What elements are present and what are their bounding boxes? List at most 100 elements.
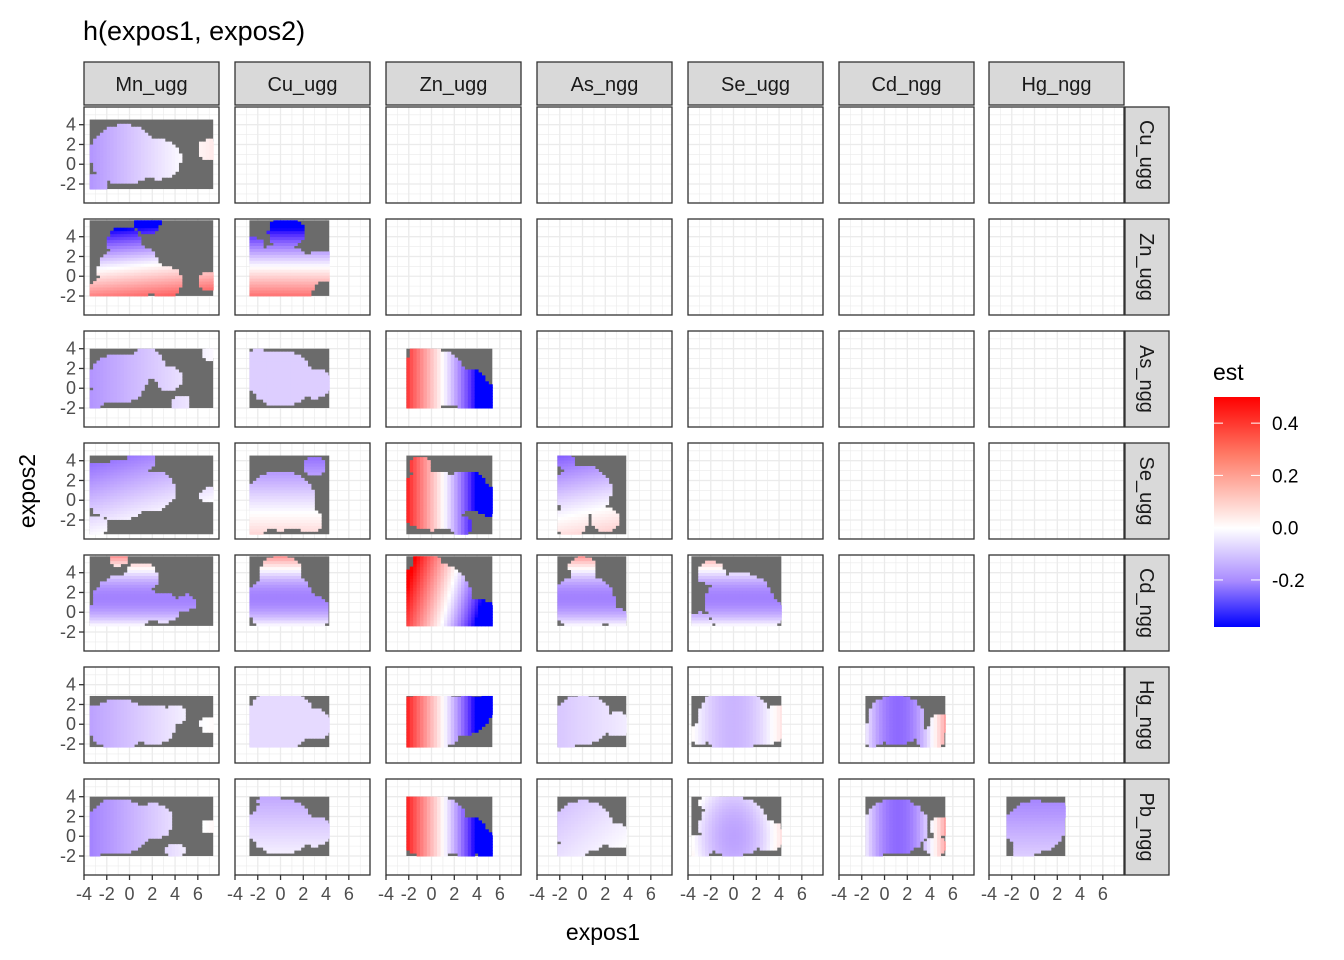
- heat-tile: [144, 504, 149, 509]
- heat-tile: [273, 483, 278, 488]
- heat-tile: [484, 384, 489, 388]
- heat-tile: [280, 287, 285, 291]
- heat-tile: [409, 369, 414, 373]
- heat-tile: [433, 351, 438, 356]
- heat-tile: [96, 360, 101, 365]
- heat-tile: [266, 384, 271, 388]
- heat-tile: [134, 495, 138, 500]
- heat-tile: [443, 495, 448, 500]
- heat-tile: [249, 272, 254, 276]
- heat-tile: [594, 507, 599, 512]
- heat-tile: [93, 477, 98, 482]
- heat-tile: [249, 357, 254, 362]
- heat-tile: [154, 292, 159, 297]
- heat-tile: [588, 489, 593, 494]
- heat-tile: [103, 614, 108, 618]
- heat-tile: [433, 375, 438, 379]
- heat-tile: [205, 156, 210, 160]
- heat-tile: [598, 483, 603, 488]
- heat-tile: [157, 289, 162, 294]
- heat-tile: [103, 477, 108, 482]
- heat-tile: [137, 372, 142, 376]
- heat-tile: [151, 224, 156, 229]
- heat-tile: [290, 387, 295, 391]
- heat-tile: [154, 474, 159, 479]
- heat-tile: [598, 522, 603, 526]
- heat-tile: [99, 269, 104, 273]
- heat-tile: [413, 516, 418, 520]
- heat-tile: [117, 123, 121, 128]
- heat-tile: [212, 495, 214, 500]
- heat-tile: [134, 242, 138, 246]
- heat-tile: [571, 489, 575, 494]
- heat-tile: [123, 287, 128, 291]
- heat-tile: [134, 135, 138, 140]
- heat-tile: [256, 257, 261, 261]
- heat-tile: [484, 486, 489, 491]
- heat-tile: [416, 463, 421, 467]
- heat-tile: [324, 266, 329, 270]
- heat-tile: [103, 254, 108, 258]
- heat-tile: [310, 469, 315, 473]
- heat-tile: [293, 384, 298, 388]
- heat-tile: [89, 614, 94, 618]
- heat-tile: [276, 375, 281, 379]
- heat-tile: [584, 489, 589, 494]
- heat-tile: [293, 393, 298, 397]
- heat-tile: [560, 507, 565, 512]
- heat-tile: [252, 287, 257, 291]
- heat-tile: [440, 480, 445, 485]
- heat-tile: [464, 477, 469, 482]
- heat-tile: [584, 507, 589, 512]
- heat-tile: [420, 393, 424, 397]
- heat-tile: [454, 510, 459, 514]
- heat-tile: [467, 480, 472, 485]
- heat-tile: [110, 147, 115, 152]
- heat-tile: [96, 507, 101, 512]
- heat-tile: [130, 396, 135, 400]
- heat-tile: [420, 360, 424, 365]
- heat-tile: [269, 525, 274, 529]
- heat-tile: [157, 357, 162, 362]
- heat-tile: [154, 357, 159, 362]
- heat-tile: [273, 360, 278, 365]
- heat-tile: [276, 384, 281, 388]
- heat-tile: [290, 351, 295, 356]
- heat-tile: [171, 402, 176, 406]
- heat-tile: [280, 393, 285, 397]
- heat-tile: [120, 153, 125, 157]
- heat-tile: [168, 168, 173, 172]
- heat-tile: [423, 357, 428, 362]
- heat-tile: [110, 254, 115, 258]
- heat-tile: [106, 480, 111, 485]
- heat-tile: [127, 248, 132, 252]
- heat-tile: [96, 138, 101, 143]
- heat-tile: [123, 266, 128, 270]
- heat-tile: [461, 396, 465, 400]
- y-tick-label: -2: [60, 398, 76, 418]
- facet-panel: [385, 218, 522, 316]
- heat-tile: [127, 260, 132, 264]
- heat-tile: [113, 495, 118, 500]
- heat-tile: [154, 141, 159, 146]
- heat-tile: [290, 495, 295, 500]
- heat-tile: [117, 378, 121, 382]
- heat-tile: [304, 260, 308, 264]
- heat-tile: [249, 381, 254, 385]
- heat-tile: [93, 363, 98, 367]
- heat-tile: [103, 129, 108, 134]
- heat-tile: [96, 369, 101, 373]
- heat-tile: [140, 469, 145, 473]
- y-tick-label: 0: [66, 490, 76, 510]
- heat-tile: [478, 492, 482, 497]
- heat-tile: [103, 489, 108, 494]
- heat-tile: [256, 522, 261, 526]
- heat-tile: [161, 489, 166, 494]
- heat-tile: [205, 141, 210, 146]
- heat-tile: [461, 477, 465, 482]
- heat-tile: [205, 354, 210, 359]
- heat-tile: [310, 513, 315, 517]
- heat-tile: [454, 495, 459, 500]
- heat-tile: [96, 504, 101, 509]
- heat-tile: [134, 480, 138, 485]
